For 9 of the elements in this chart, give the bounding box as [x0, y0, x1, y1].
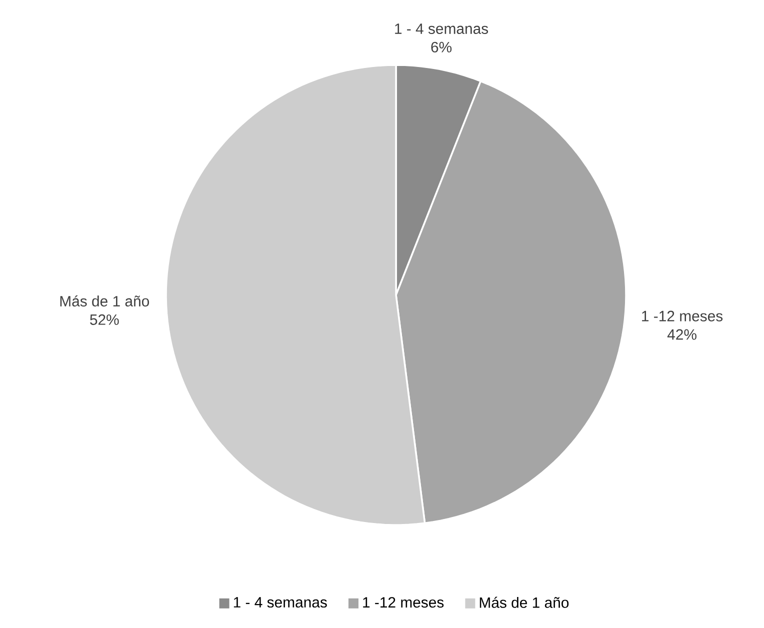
data-label: 42%: [667, 329, 696, 340]
legend-label: 1 - 4 semanas: [234, 597, 327, 608]
slice-label: Más de 1 año: [60, 295, 150, 306]
legend-label: 1 -12 meses: [363, 597, 444, 608]
slice-label: 1 -12 meses: [642, 310, 723, 322]
legend-label: Más de 1 año: [480, 596, 569, 608]
data-label: 52%: [90, 314, 119, 325]
slice-label: 1 - 4 semanas: [395, 24, 488, 34]
data-label: 6%: [431, 42, 452, 52]
